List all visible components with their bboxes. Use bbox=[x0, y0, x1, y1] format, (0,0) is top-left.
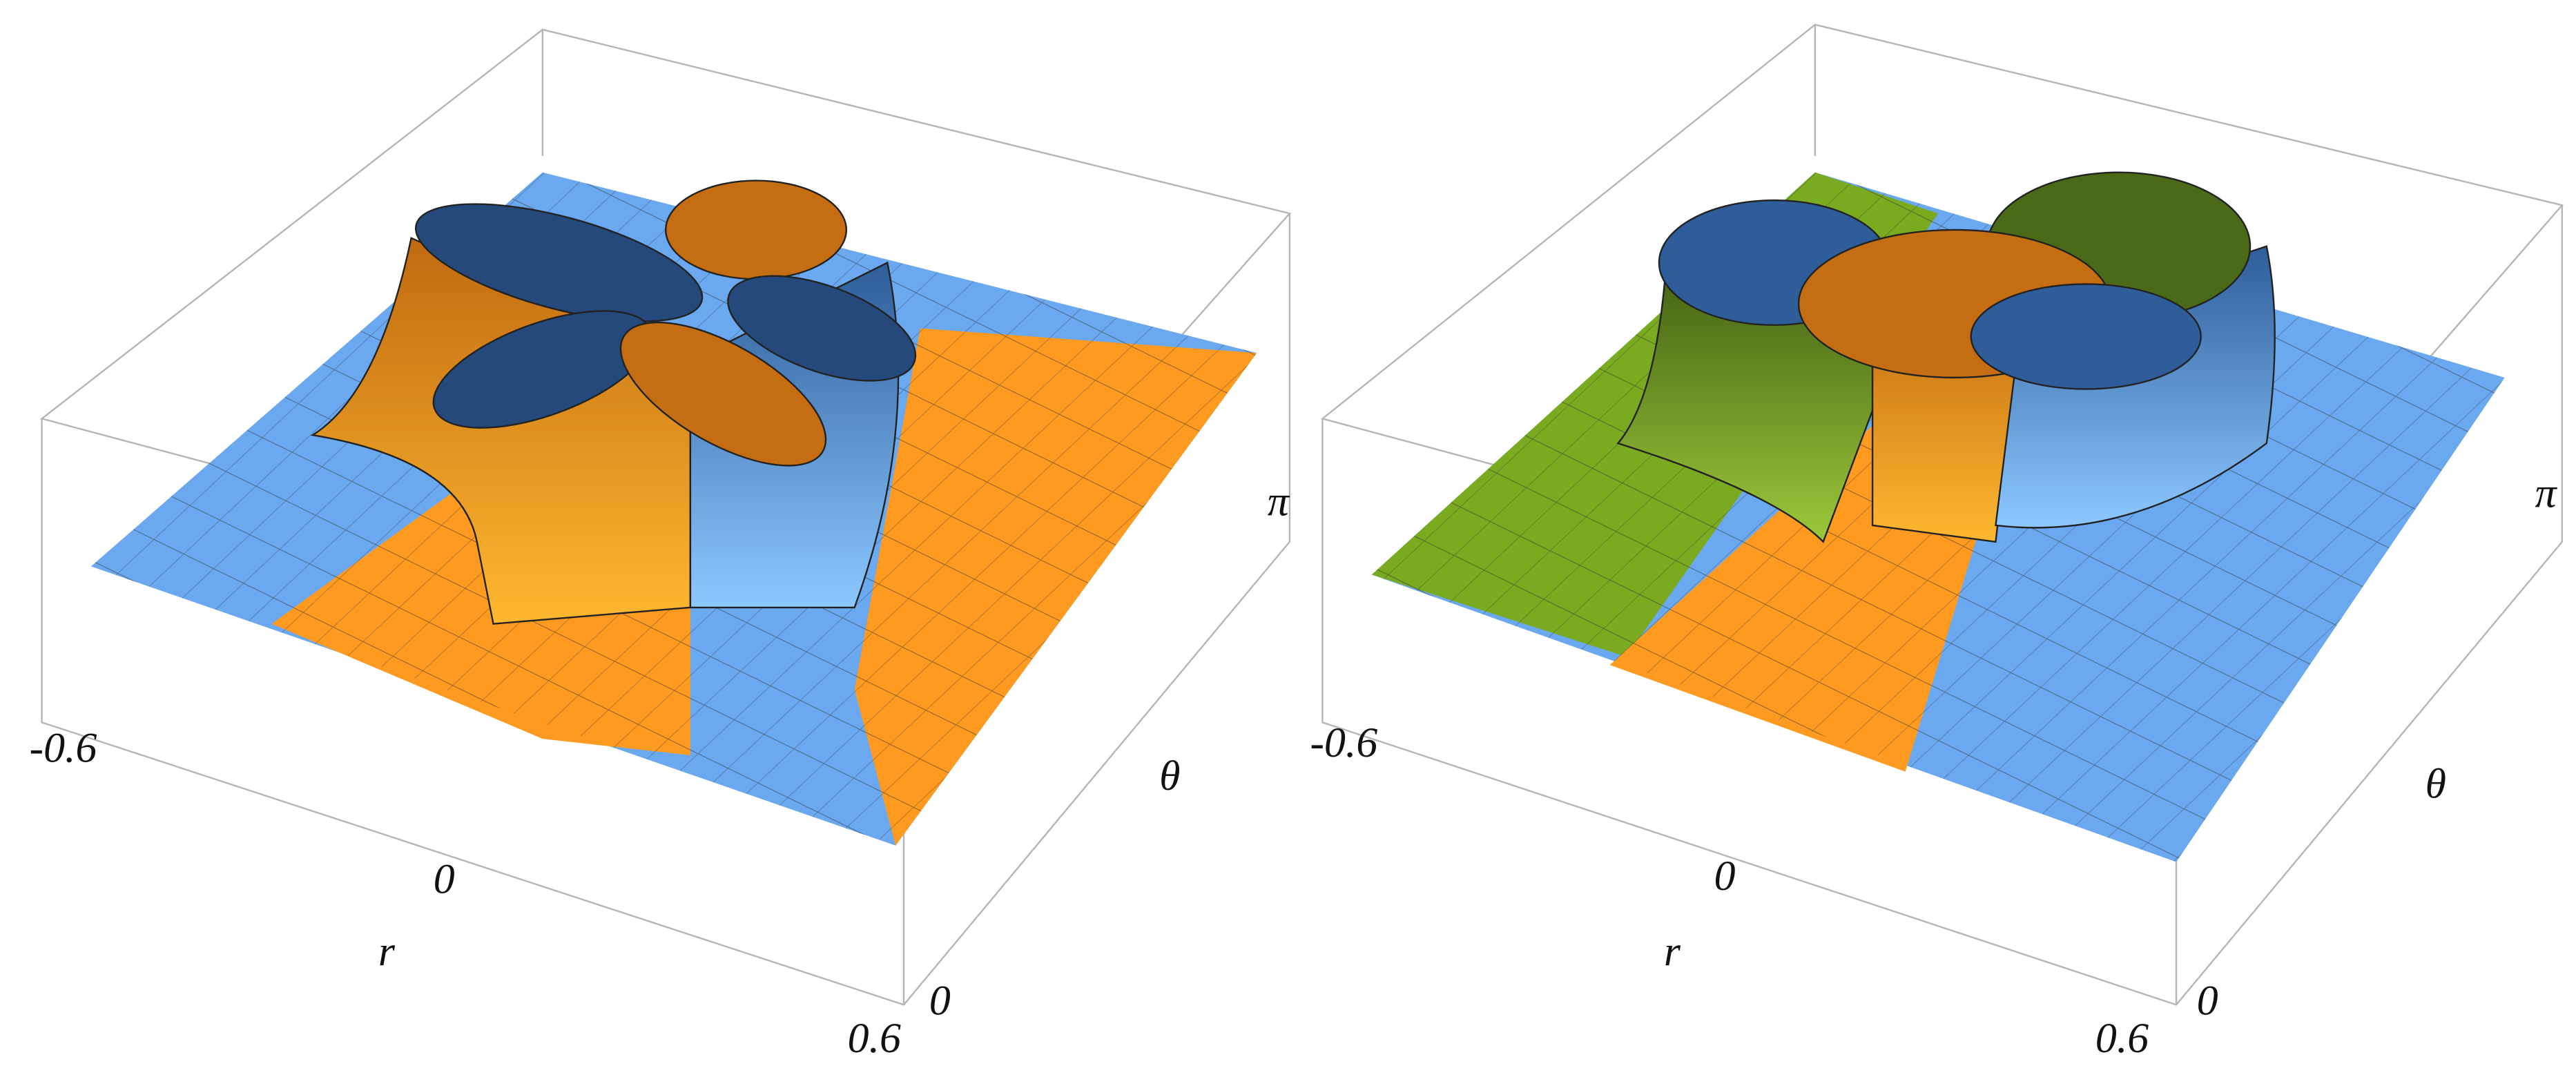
bounding-box bbox=[1320, 23, 2564, 1006]
petals bbox=[415, 180, 917, 467]
axis-label: θ bbox=[2425, 761, 2446, 808]
axis-label: θ bbox=[1159, 753, 1180, 799]
petals bbox=[1658, 171, 2251, 390]
tick-label: -0.6 bbox=[1310, 719, 1377, 766]
tick-label: 0 bbox=[2197, 978, 2218, 1025]
tick-label: π bbox=[2535, 470, 2558, 517]
tick-label: 0.6 bbox=[848, 1015, 901, 1062]
axis-label: r bbox=[1664, 928, 1681, 975]
tick-label: -0.6 bbox=[30, 724, 97, 771]
tick-label: 0 bbox=[1714, 853, 1736, 900]
tick-label: 0 bbox=[929, 978, 951, 1025]
axis-label: r bbox=[378, 928, 396, 975]
panel-right: -0.6 0 0.6 r 0 π θ bbox=[1310, 23, 2564, 1062]
panel-left: -0.6 0 0.6 r 0 π θ bbox=[30, 28, 1292, 1062]
tick-label: π bbox=[1268, 478, 1290, 525]
bounding-box bbox=[39, 28, 1292, 1006]
tick-label: 0 bbox=[434, 856, 455, 903]
tick-label: 0.6 bbox=[2095, 1015, 2149, 1062]
